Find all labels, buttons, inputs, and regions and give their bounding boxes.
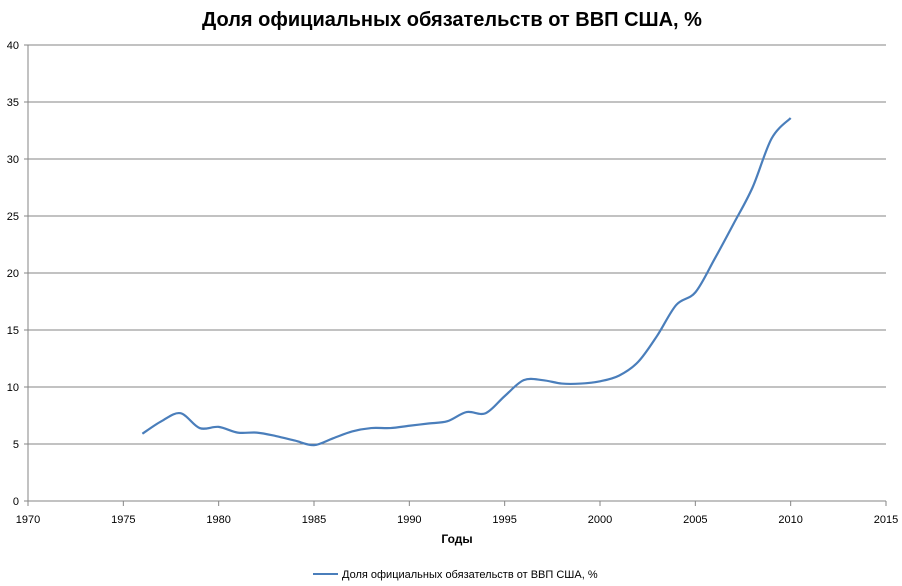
x-tick-label: 1990 <box>397 514 421 526</box>
chart-title: Доля официальных обязательств от ВВП США… <box>202 9 702 31</box>
y-tick-label: 30 <box>7 154 19 166</box>
x-tick-label: 1985 <box>302 514 326 526</box>
y-tick-label: 15 <box>7 325 19 337</box>
y-tick-label: 0 <box>13 496 19 508</box>
y-tick-label: 40 <box>7 40 19 52</box>
x-tick-labels: 1970 1975 1980 1985 1990 1995 2000 2005 2010 2015 <box>16 514 898 526</box>
legend: Доля официальных обязательств от ВВП США… <box>313 569 598 581</box>
x-tick-label: 2005 <box>683 514 707 526</box>
series <box>141 117 792 447</box>
x-tick-label: 1995 <box>492 514 516 526</box>
legend-label: Доля официальных обязательств от ВВП США… <box>342 569 598 581</box>
x-axis-label: Годы <box>441 532 472 546</box>
y-tick-label: 20 <box>7 268 19 280</box>
y-tick-label: 5 <box>13 439 19 451</box>
axes <box>24 44 887 506</box>
y-tick-label: 10 <box>7 382 19 394</box>
y-tick-label: 25 <box>7 211 19 223</box>
x-tick-label: 2010 <box>778 514 802 526</box>
x-tick-label: 1980 <box>206 514 230 526</box>
gridlines <box>28 44 886 445</box>
y-tick-label: 35 <box>7 97 19 109</box>
x-tick-label: 2000 <box>588 514 612 526</box>
series-line <box>141 117 792 447</box>
x-tick-label: 1970 <box>16 514 40 526</box>
y-tick-labels: 0 5 10 15 20 25 30 35 40 <box>7 40 19 508</box>
x-tick-label: 1975 <box>111 514 135 526</box>
x-tick-label: 2015 <box>874 514 898 526</box>
